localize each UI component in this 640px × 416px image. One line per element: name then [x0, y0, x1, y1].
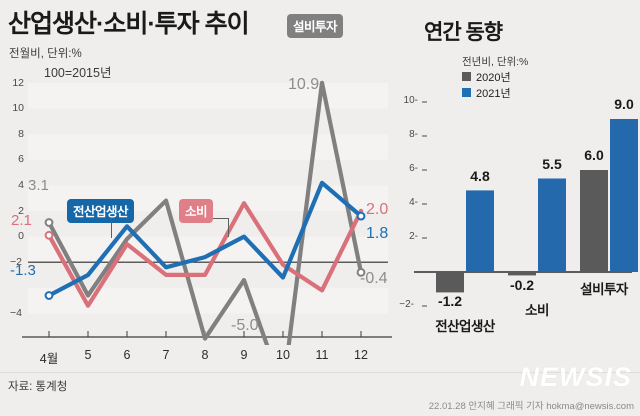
- right-chart-title: 연간 동향: [424, 21, 503, 44]
- value-label-investment-peak: 10.9: [288, 76, 320, 93]
- bar-category-production: 전산업생산: [435, 319, 495, 334]
- r-y-tick-10: 10-: [403, 95, 418, 106]
- r-y-tick-4: 4-: [409, 197, 418, 208]
- bar-2020-consumption: [508, 272, 536, 276]
- bar-2021-consumption: [538, 178, 566, 272]
- series-line-production: [46, 180, 364, 298]
- y-tick-8: 8: [18, 128, 24, 140]
- bar-2021-production: [466, 190, 494, 272]
- x-tick-8: 8: [201, 348, 209, 362]
- endpoint-markers: [44, 211, 366, 300]
- bar-label-2020-consumption: -0.2: [509, 277, 535, 293]
- series-callout-consumption: 소비: [179, 199, 214, 223]
- footer-divider: [0, 372, 640, 373]
- leader-line-consumption: [228, 218, 229, 237]
- value-label-investment-low: -5.0: [231, 317, 259, 334]
- value-label-production-end: 1.8: [366, 225, 389, 242]
- value-label-investment-start: 3.1: [28, 177, 49, 194]
- left-base-note: 100=2015년: [44, 66, 112, 80]
- series-line-investment: [46, 80, 364, 345]
- value-label-consumption-end: 2.0: [366, 201, 389, 218]
- legend-swatch-2020: [462, 72, 471, 81]
- y-tick-12: 12: [12, 77, 24, 89]
- line-chart: 12 10 8 6 4 2 0 −2 −4: [0, 75, 400, 345]
- legend-swatch-2021: [462, 88, 471, 97]
- series-line-consumption: [46, 201, 364, 308]
- leader-line-consumption-h: [213, 218, 229, 219]
- y-tick-6: 6: [18, 153, 24, 165]
- newsis-logo: NEWSIS: [519, 362, 632, 392]
- x-tick-10: 10: [276, 348, 290, 362]
- series-callout-investment: 설비투자: [287, 14, 344, 38]
- series-callout-production: 전산업생산: [67, 199, 135, 223]
- bar-chart: 10- 8- 6- 4- 2- −2- -1.2 4.8 -0.2 5.5 6.…: [399, 75, 640, 350]
- r-y-tick-6: 6-: [409, 163, 418, 174]
- line-chart-canvas: [22, 80, 392, 345]
- x-tick-7: 7: [162, 348, 170, 362]
- x-tick-12: 12: [354, 348, 368, 362]
- bar-chart-canvas: [414, 101, 638, 307]
- r-y-tick-neg2: −2-: [399, 299, 414, 310]
- r-y-tick-8: 8-: [409, 129, 418, 140]
- legend-label-2020: 2020년: [476, 72, 511, 84]
- value-label-investment-end: -0.4: [360, 270, 388, 287]
- bar-label-2021-consumption: 5.5: [542, 156, 562, 172]
- bar-label-2021-production: 4.8: [470, 168, 490, 184]
- legend-label-2021: 2021년: [476, 88, 511, 100]
- x-tick-5: 5: [84, 348, 92, 362]
- credit-line: 22.01.28 안지혜 그래픽 기자 hokma@newsis.com: [428, 401, 634, 412]
- value-label-consumption-start: 2.1: [11, 212, 32, 229]
- leader-line-production: [111, 218, 112, 238]
- y-tick-0: 0: [18, 230, 24, 242]
- x-tick-11: 11: [315, 348, 329, 362]
- bar-2020-investment: [580, 170, 608, 272]
- y-tick-neg4: −4: [10, 307, 22, 319]
- bar-2020-production: [436, 272, 464, 293]
- x-tick-6: 6: [123, 348, 131, 362]
- bar-category-consumption: 소비: [525, 303, 549, 318]
- bar-label-2021-investment: 9.0: [614, 96, 634, 112]
- y-tick-neg2: −2: [10, 256, 22, 268]
- value-label-production-start: -1.3: [10, 262, 36, 279]
- bar-label-2020-production: -1.2: [437, 293, 463, 309]
- x-tick-apr: 4월: [39, 352, 59, 366]
- right-unit-note: 전년비, 단위:%: [462, 56, 529, 68]
- bar-2021-investment: [610, 119, 638, 272]
- bar-label-2020-investment: 6.0: [584, 147, 604, 163]
- x-tick-9: 9: [240, 348, 248, 362]
- page-title: 산업생산·소비·투자 추이: [8, 10, 250, 38]
- source-note: 자료: 통계청: [8, 381, 68, 393]
- y-tick-4: 4: [18, 179, 24, 191]
- bar-category-investment: 설비투자: [580, 282, 628, 297]
- r-y-tick-2: 2-: [409, 231, 418, 242]
- y-tick-2: 2: [18, 205, 24, 217]
- y-tick-marks: [422, 101, 427, 307]
- left-unit-note: 전월비, 단위:%: [9, 48, 82, 60]
- y-tick-10: 10: [12, 102, 24, 114]
